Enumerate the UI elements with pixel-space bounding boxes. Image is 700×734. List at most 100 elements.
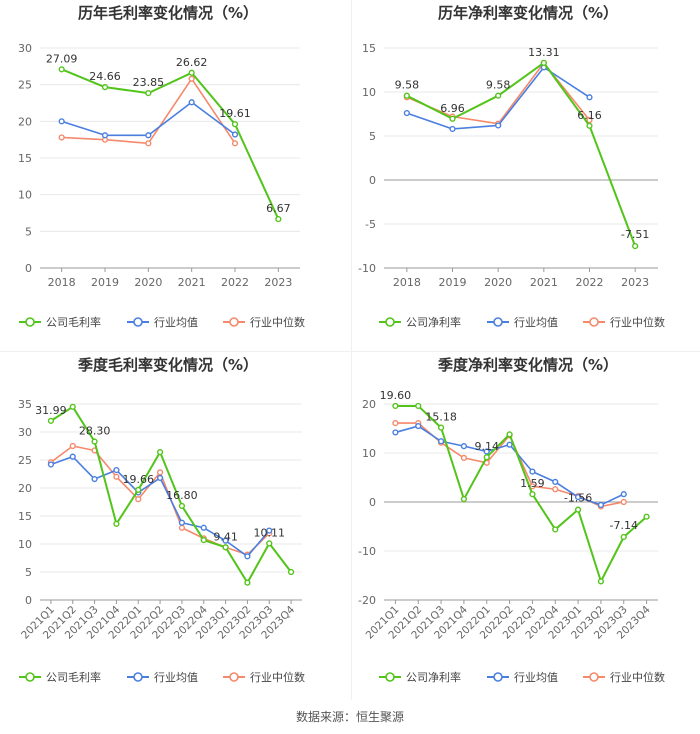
median-data-point xyxy=(620,498,627,506)
avg-data-point xyxy=(188,99,195,106)
y-tick-label: -10 xyxy=(358,545,376,558)
median-data-point xyxy=(586,117,593,124)
y-tick-label: 5 xyxy=(25,225,32,238)
data-label: 9.58 xyxy=(486,79,511,92)
avg-data-point xyxy=(244,553,251,560)
data-label: 28.30 xyxy=(79,425,111,438)
y-tick-label: -5 xyxy=(365,218,376,231)
company-data-point xyxy=(620,533,627,541)
y-tick-label: 25 xyxy=(18,79,32,92)
avg-data-point xyxy=(266,527,273,534)
data-label: 19.66 xyxy=(123,473,155,486)
legend-marker xyxy=(589,317,599,327)
legend-marker xyxy=(385,672,395,682)
chart-annual-net-margin: 历年净利率变化情况（%） -10 -5 0 5 10 15 2018 2019 2020 2021 2… xyxy=(352,0,700,350)
y-tick-label: 20 xyxy=(18,482,32,495)
legend-label: 行业均值 xyxy=(514,316,558,329)
legend-label: 公司毛利率 xyxy=(46,670,101,684)
industry-average-legend-item: 行业均值 xyxy=(127,316,198,329)
median-data-point xyxy=(460,454,468,462)
legend-label: 行业中位数 xyxy=(250,670,305,684)
median-data-point xyxy=(58,134,65,141)
median-data-point xyxy=(392,420,399,427)
company-data-point xyxy=(415,402,422,410)
chart-svg: 历年毛利率变化情况（%） 0 5 10 15 20 25 30 2018 2019 2020 2021… xyxy=(18,4,305,329)
avg-data-point xyxy=(392,429,399,436)
chart-svg: 历年净利率变化情况（%） -10 -5 0 5 10 15 2018 2019 2020 2021 2… xyxy=(358,4,665,329)
y-tick-label: 10 xyxy=(362,447,376,460)
data-label: 1.59 xyxy=(520,477,545,490)
x-tick-label: 2019 xyxy=(91,276,119,289)
data-label: 9.14 xyxy=(475,440,500,453)
data-label: 15.18 xyxy=(425,411,457,424)
company-legend-item: 公司毛利率 xyxy=(19,315,101,329)
company-data-point xyxy=(632,242,639,250)
avg-data-point xyxy=(178,519,186,526)
data-label: 27.09 xyxy=(46,52,78,65)
data-label: 24.66 xyxy=(89,70,121,83)
company-legend-item: 公司净利率 xyxy=(379,670,461,684)
y-tick-label: 0 xyxy=(25,262,32,275)
data-source-label: 数据来源：恒生聚源 xyxy=(295,710,404,724)
data-label: 6.67 xyxy=(266,202,291,215)
x-tick-label: 2019 xyxy=(439,276,467,289)
avg-data-point xyxy=(113,466,120,474)
company-data-point xyxy=(506,431,513,438)
company-data-point xyxy=(529,491,536,498)
legend-label: 行业中位数 xyxy=(610,670,665,684)
avg-series-line xyxy=(61,101,236,137)
y-tick-label: -20 xyxy=(358,594,376,607)
y-tick-label: 0 xyxy=(25,594,32,607)
median-data-point xyxy=(231,140,239,147)
avg-data-point xyxy=(586,94,593,101)
x-tick-label: 2023 xyxy=(264,276,292,289)
legend-label: 行业中位数 xyxy=(610,315,665,329)
legend-label: 公司净利率 xyxy=(406,670,461,684)
company-data-point xyxy=(244,579,251,586)
chart-quarterly-net-margin: 季度净利率变化情况（%） -20 -10 0 10 20 2021Q1 2021Q2 2021Q… xyxy=(352,352,700,702)
data-label: 19.61 xyxy=(219,107,251,120)
data-label: -7.14 xyxy=(610,519,638,532)
company-data-point xyxy=(287,568,295,576)
chart-annual-gross-margin: 历年毛利率变化情况（%） 0 5 10 15 20 25 30 2018 2019 2020 2021… xyxy=(0,0,350,350)
company-data-point xyxy=(597,578,605,585)
y-tick-label: 15 xyxy=(18,510,32,523)
industry-median-legend-item: 行业中位数 xyxy=(583,670,665,684)
avg-data-point xyxy=(69,453,76,460)
data-label: 23.85 xyxy=(133,76,165,89)
company-data-point xyxy=(58,66,65,73)
legend-marker xyxy=(385,317,395,327)
chart-title: 历年毛利率变化情况（%） xyxy=(78,4,258,22)
avg-data-point xyxy=(145,132,152,139)
x-tick-label: 2022 xyxy=(221,276,249,289)
x-tick-label: 2021 xyxy=(530,276,558,289)
company-data-point xyxy=(91,438,98,445)
median-data-point xyxy=(552,486,559,493)
company-data-point xyxy=(113,520,120,527)
industry-median-legend-item: 行业中位数 xyxy=(223,670,305,684)
avg-data-point xyxy=(58,118,65,125)
avg-data-point xyxy=(47,461,55,468)
y-tick-label: 30 xyxy=(18,426,32,439)
median-data-point xyxy=(156,469,164,476)
avg-data-point xyxy=(529,468,536,475)
avg-data-point xyxy=(483,448,490,455)
avg-data-point xyxy=(597,501,605,509)
legend-marker xyxy=(133,317,143,327)
avg-data-point xyxy=(415,422,422,430)
avg-data-point xyxy=(403,110,410,117)
y-tick-label: 0 xyxy=(369,496,376,509)
company-data-point xyxy=(266,540,273,547)
chart-svg: 季度毛利率变化情况（%）051015202530352021Q12021Q220… xyxy=(18,356,305,684)
company-series-line xyxy=(50,405,292,584)
legend-marker xyxy=(493,317,503,327)
industry-median-legend-item: 行业中位数 xyxy=(223,315,305,329)
chart-title: 历年净利率变化情况（%） xyxy=(438,4,618,22)
company-data-point xyxy=(200,536,207,544)
median-data-point xyxy=(113,473,120,480)
company-series-line xyxy=(61,68,280,220)
x-tick-label: 2020 xyxy=(134,276,162,289)
company-data-point xyxy=(437,424,445,431)
avg-data-point xyxy=(460,443,468,450)
x-tick-label: 2018 xyxy=(48,276,76,289)
